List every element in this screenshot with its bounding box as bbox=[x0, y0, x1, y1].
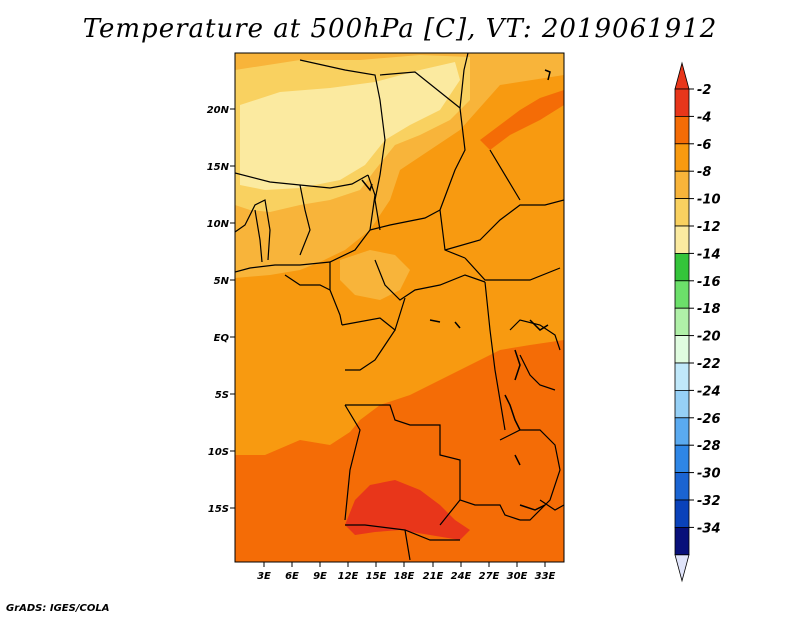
colorbar-label: -12 bbox=[697, 220, 721, 235]
colorbar-swatch bbox=[674, 280, 690, 309]
colorbar-label: -20 bbox=[697, 330, 721, 345]
lat-tick-label: 10N bbox=[207, 219, 230, 230]
chart-title: Temperature at 500hPa [C], VT: 201906191… bbox=[82, 14, 718, 44]
colorbar-label: -18 bbox=[697, 302, 721, 317]
field-warm-4-ne bbox=[480, 90, 564, 150]
lon-tick-label: 30E bbox=[507, 571, 528, 582]
lakes-coastlines bbox=[361, 69, 551, 511]
colorbar: -2 -4 -6 -8 -10 -12 -14 -16 -18 -20 -22 -24 -26 -28 -3… bbox=[674, 61, 721, 583]
colorbar-label: -6 bbox=[697, 138, 711, 153]
colorbar-swatch bbox=[674, 88, 690, 117]
lat-tick-label: 15S bbox=[208, 504, 229, 515]
field-hot-2 bbox=[345, 480, 470, 540]
lon-tick-label: 12E bbox=[338, 571, 359, 582]
temperature-field bbox=[235, 53, 564, 562]
lon-tick-label: 9E bbox=[313, 571, 327, 582]
field-cool-8-patch bbox=[340, 250, 410, 300]
field-warm-4-south bbox=[235, 340, 564, 562]
lat-tick-label: 20N bbox=[207, 105, 230, 116]
colorbar-label: -16 bbox=[697, 275, 721, 290]
lon-tick-label: 15E bbox=[366, 571, 387, 582]
colorbar-swatch bbox=[674, 499, 690, 528]
colorbar-swatch bbox=[674, 225, 690, 254]
lon-tick-label: 3E bbox=[257, 571, 271, 582]
lon-tick-label: 18E bbox=[394, 571, 415, 582]
colorbar-label: -14 bbox=[697, 247, 721, 262]
country-borders bbox=[235, 53, 564, 561]
lon-tick-label: 6E bbox=[285, 571, 299, 582]
colorbar-bottom-arrow bbox=[674, 554, 690, 583]
colorbar-label: -34 bbox=[697, 521, 721, 536]
lat-tick-label: 10S bbox=[208, 447, 229, 458]
colorbar-swatch bbox=[674, 198, 690, 227]
colorbar-swatch bbox=[674, 444, 690, 474]
colorbar-label: -28 bbox=[697, 439, 721, 454]
colorbar-swatch bbox=[674, 143, 690, 172]
lat-tick-labels: 20N 15N 10N 5N EQ 5S 10S 15S bbox=[207, 105, 230, 515]
lat-tick-label: 15N bbox=[207, 162, 230, 173]
colorbar-label: -24 bbox=[697, 384, 721, 399]
lon-tick-label: 24E bbox=[451, 571, 472, 582]
tick-marks bbox=[230, 108, 546, 567]
colorbar-label: -22 bbox=[697, 357, 721, 372]
colorbar-swatch bbox=[674, 252, 690, 282]
credit-label: GrADS: IGES/COLA bbox=[6, 603, 110, 614]
colorbar-label: -30 bbox=[697, 467, 721, 482]
colorbar-swatch bbox=[674, 307, 690, 337]
colorbar-top-arrow bbox=[674, 61, 690, 90]
lat-tick-label: 5S bbox=[215, 390, 229, 401]
lon-tick-labels: 3E 6E 9E 12E 15E 18E 21E 24E 27E 30E 33E bbox=[257, 571, 555, 582]
colorbar-swatch bbox=[674, 335, 690, 364]
lat-tick-label: 5N bbox=[214, 276, 230, 287]
colorbar-swatch bbox=[674, 417, 690, 446]
lon-tick-label: 21E bbox=[423, 571, 444, 582]
field-cool-12 bbox=[240, 62, 460, 190]
colorbar-label: -10 bbox=[697, 193, 721, 208]
colorbar-swatch bbox=[674, 389, 690, 419]
colorbar-label: -2 bbox=[697, 83, 711, 98]
colorbar-swatch bbox=[674, 362, 690, 391]
map-frame bbox=[234, 52, 565, 563]
colorbar-label: -4 bbox=[697, 110, 711, 125]
lon-tick-label: 33E bbox=[535, 571, 556, 582]
lat-tick-label: EQ bbox=[214, 333, 230, 344]
colorbar-label: -8 bbox=[697, 165, 711, 180]
colorbar-label: -32 bbox=[697, 494, 721, 509]
lon-tick-label: 27E bbox=[479, 571, 500, 582]
colorbar-label: -26 bbox=[697, 412, 721, 427]
colorbar-swatch bbox=[674, 116, 690, 145]
colorbar-swatch bbox=[674, 472, 690, 501]
colorbar-swatch bbox=[674, 527, 690, 556]
colorbar-swatch bbox=[674, 170, 690, 199]
